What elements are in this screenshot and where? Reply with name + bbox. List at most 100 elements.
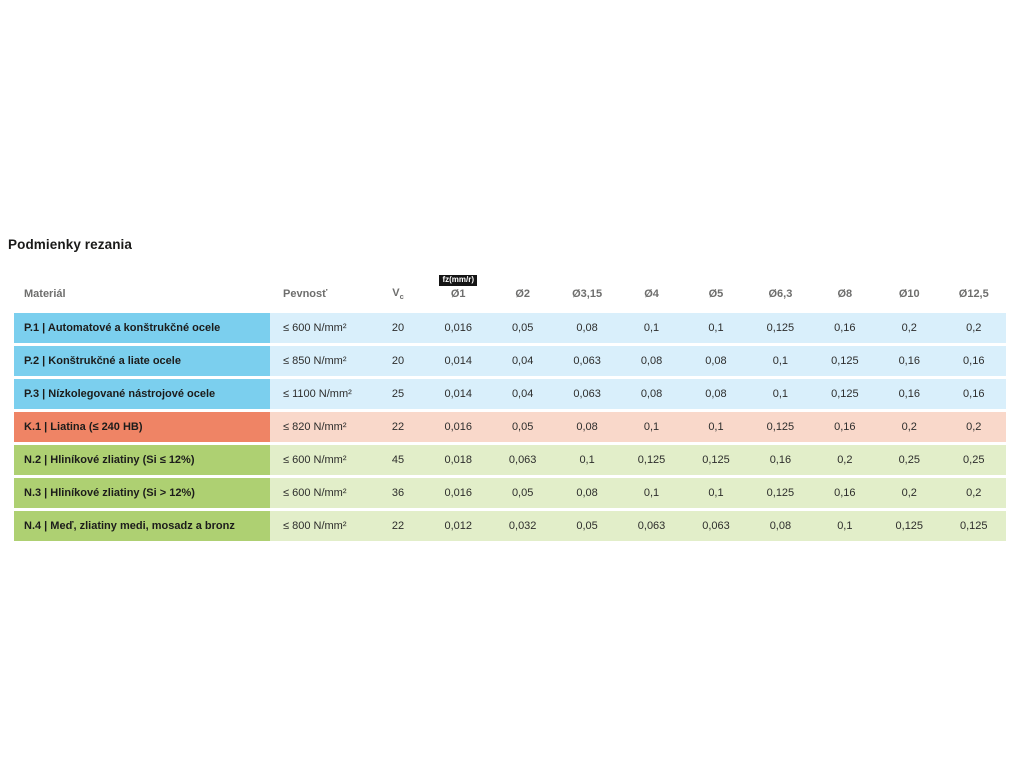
fz-value-cell: 0,25 <box>941 445 1006 475</box>
material-cell: K.1 | Liatina (≤ 240 HB) <box>14 412 270 442</box>
fz-value-cell: 0,016 <box>426 412 491 442</box>
diameter-label: Ø8 <box>837 288 853 301</box>
fz-value-cell: 0,2 <box>941 478 1006 508</box>
diameter-label: Ø5 <box>708 288 724 301</box>
diameter-label: Ø4 <box>644 288 659 301</box>
column-header-material: Materiál <box>24 288 66 301</box>
fz-value-cell: 0,16 <box>812 412 878 442</box>
fz-unit-badge: fz(mm/r) <box>439 275 477 287</box>
fz-value-cell: 0,125 <box>877 511 942 541</box>
table-header-row: Materiál Pevnosť Vc fz(mm/r) Ø1 Ø2 Ø3,15 Ø4 Ø… <box>14 260 1006 310</box>
strength-cell: ≤ 820 N/mm² <box>270 412 370 442</box>
fz-value-cell: 0,063 <box>554 346 620 376</box>
fz-value-cell: 0,16 <box>812 478 878 508</box>
diameter-label: Ø6,3 <box>768 288 793 301</box>
fz-value-cell: 0,16 <box>748 445 813 475</box>
fz-value-cell: 0,1 <box>619 313 684 343</box>
fz-value-cell: 0,2 <box>877 313 942 343</box>
fz-value-cell: 0,014 <box>426 346 491 376</box>
fz-value-cell: 0,16 <box>941 379 1006 409</box>
fz-value-cell: 0,1 <box>748 379 813 409</box>
fz-value-cell: 0,08 <box>554 412 620 442</box>
fz-value-cell: 0,125 <box>748 478 813 508</box>
strength-cell: ≤ 800 N/mm² <box>270 511 370 541</box>
fz-value-cell: 0,08 <box>619 379 684 409</box>
fz-value-cell: 0,16 <box>877 346 942 376</box>
fz-value-cell: 0,125 <box>683 445 749 475</box>
column-header-diameter: Ø3,15 <box>555 260 619 310</box>
fz-value-cell: 0,2 <box>941 412 1006 442</box>
fz-value-cell: 0,125 <box>619 445 684 475</box>
fz-value-cell: 0,125 <box>748 412 813 442</box>
fz-value-cell: 0,05 <box>554 511 620 541</box>
column-header-vc: Vc <box>392 287 404 302</box>
fz-value-cell: 0,16 <box>812 313 878 343</box>
fz-value-cell: 0,2 <box>877 478 942 508</box>
material-cell: N.2 | Hliníkové zliatiny (Si ≤ 12%) <box>14 445 270 475</box>
table-row: P.2 | Konštrukčné a liate ocele ≤ 850 N/m… <box>14 346 1006 376</box>
vc-cell: 20 <box>370 346 426 376</box>
fz-value-cell: 0,2 <box>877 412 942 442</box>
fz-value-cell: 0,063 <box>619 511 684 541</box>
table-row: P.1 | Automatové a konštrukčné ocele ≤ 60… <box>14 313 1006 343</box>
fz-value-cell: 0,08 <box>554 478 620 508</box>
fz-value-cell: 0,08 <box>683 379 749 409</box>
fz-value-cell: 0,125 <box>812 346 878 376</box>
fz-value-cell: 0,05 <box>490 412 555 442</box>
page-title: Podmienky rezania <box>8 237 132 252</box>
fz-value-cell: 0,04 <box>490 346 555 376</box>
material-cell: N.3 | Hliníkové zliatiny (Si > 12%) <box>14 478 270 508</box>
column-header-diameter: Ø10 <box>877 260 941 310</box>
fz-value-cell: 0,1 <box>554 445 620 475</box>
diameter-label: Ø1 <box>450 288 466 301</box>
fz-value-cell: 0,1 <box>619 412 684 442</box>
fz-value-cell: 0,04 <box>490 379 555 409</box>
fz-value-cell: 0,08 <box>619 346 684 376</box>
fz-value-cell: 0,018 <box>426 445 491 475</box>
cutting-conditions-section: Materiál Pevnosť Vc fz(mm/r) Ø1 Ø2 Ø3,15 Ø4 Ø… <box>14 257 1006 544</box>
diameter-label: Ø10 <box>898 288 920 301</box>
table-row: N.4 | Meď, zliatiny medi, mosadz a bronz… <box>14 511 1006 541</box>
fz-value-cell: 0,063 <box>490 445 555 475</box>
fz-value-cell: 0,08 <box>554 313 620 343</box>
material-cell: P.3 | Nízkolegované nástrojové ocele <box>14 379 270 409</box>
material-cell: P.2 | Konštrukčné a liate ocele <box>14 346 270 376</box>
fz-value-cell: 0,125 <box>748 313 813 343</box>
column-header-diameter: fz(mm/r) Ø1 <box>426 260 490 310</box>
fz-value-cell: 0,014 <box>426 379 491 409</box>
material-cell: P.1 | Automatové a konštrukčné ocele <box>14 313 270 343</box>
vc-cell: 36 <box>370 478 426 508</box>
fz-value-cell: 0,032 <box>490 511 555 541</box>
vc-cell: 25 <box>370 379 426 409</box>
fz-value-cell: 0,05 <box>490 478 555 508</box>
column-header-diameter: Ø2 <box>490 260 554 310</box>
fz-value-cell: 0,016 <box>426 313 491 343</box>
diameter-label: Ø12,5 <box>958 288 989 301</box>
column-header-diameter: Ø5 <box>684 260 748 310</box>
diameter-label: Ø3,15 <box>572 288 603 301</box>
fz-value-cell: 0,063 <box>683 511 749 541</box>
fz-value-cell: 0,25 <box>877 445 942 475</box>
fz-value-cell: 0,1 <box>619 478 684 508</box>
fz-value-cell: 0,2 <box>941 313 1006 343</box>
strength-cell: ≤ 600 N/mm² <box>270 445 370 475</box>
table-row: K.1 | Liatina (≤ 240 HB) ≤ 820 N/mm² 22 0,0… <box>14 412 1006 442</box>
table-row: P.3 | Nízkolegované nástrojové ocele ≤ 11… <box>14 379 1006 409</box>
table-row: N.3 | Hliníkové zliatiny (Si > 12%) ≤ 600… <box>14 478 1006 508</box>
column-header-diameter: Ø4 <box>619 260 683 310</box>
fz-value-cell: 0,016 <box>426 478 491 508</box>
material-cell: N.4 | Meď, zliatiny medi, mosadz a bronz <box>14 511 270 541</box>
column-header-diameter: Ø12,5 <box>942 260 1007 310</box>
column-header-diameter: Ø8 <box>813 260 877 310</box>
diameter-label: Ø2 <box>515 288 530 301</box>
fz-value-cell: 0,1 <box>748 346 813 376</box>
strength-cell: ≤ 1100 N/mm² <box>270 379 370 409</box>
column-header-diameter: Ø6,3 <box>748 260 812 310</box>
strength-cell: ≤ 600 N/mm² <box>270 478 370 508</box>
fz-value-cell: 0,1 <box>812 511 878 541</box>
vc-cell: 22 <box>370 412 426 442</box>
fz-value-cell: 0,125 <box>941 511 1006 541</box>
cutting-conditions-table: Materiál Pevnosť Vc fz(mm/r) Ø1 Ø2 Ø3,15 Ø4 Ø… <box>14 257 1006 544</box>
fz-value-cell: 0,063 <box>554 379 620 409</box>
vc-cell: 22 <box>370 511 426 541</box>
